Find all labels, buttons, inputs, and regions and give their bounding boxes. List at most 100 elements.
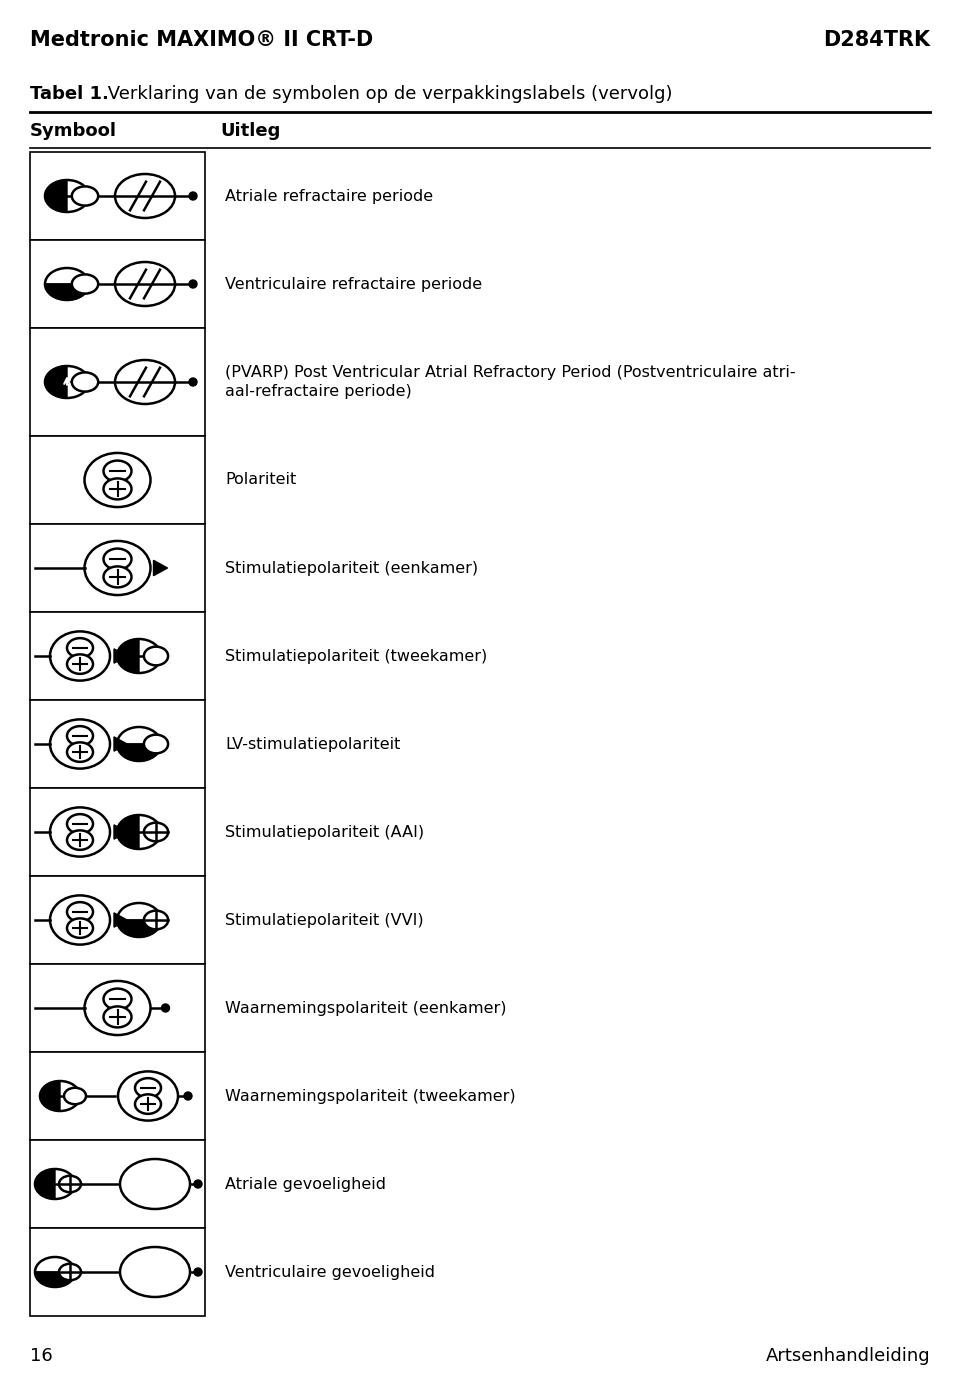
Text: D284TRK: D284TRK xyxy=(823,29,930,50)
Text: Atriale refractaire periode: Atriale refractaire periode xyxy=(225,189,433,203)
Bar xyxy=(30,1228,205,1316)
Polygon shape xyxy=(40,1081,60,1112)
Ellipse shape xyxy=(144,910,168,930)
Text: Tabel 1.: Tabel 1. xyxy=(30,85,108,104)
Polygon shape xyxy=(45,365,67,398)
Ellipse shape xyxy=(50,896,110,945)
Bar xyxy=(30,153,205,239)
Ellipse shape xyxy=(129,1165,181,1203)
Ellipse shape xyxy=(104,461,132,482)
Polygon shape xyxy=(114,736,127,752)
Text: Verklaring van de symbolen op de verpakkingslabels (vervolg): Verklaring van de symbolen op de verpakk… xyxy=(102,85,673,104)
Text: Medtronic MAXIMO® II CRT-D: Medtronic MAXIMO® II CRT-D xyxy=(30,29,373,50)
Bar xyxy=(30,700,205,788)
Ellipse shape xyxy=(84,981,151,1035)
Polygon shape xyxy=(154,560,167,575)
Ellipse shape xyxy=(67,654,93,673)
Ellipse shape xyxy=(59,1176,81,1193)
Bar xyxy=(30,239,205,328)
Text: 16: 16 xyxy=(30,1347,53,1365)
Polygon shape xyxy=(117,638,139,673)
Circle shape xyxy=(161,1004,170,1012)
Circle shape xyxy=(194,1268,202,1275)
Bar xyxy=(30,328,205,435)
Ellipse shape xyxy=(144,735,168,753)
Polygon shape xyxy=(117,743,161,762)
Text: Waarnemingspolariteit (tweekamer): Waarnemingspolariteit (tweekamer) xyxy=(225,1089,516,1103)
Ellipse shape xyxy=(104,1007,132,1028)
Polygon shape xyxy=(114,825,127,839)
Ellipse shape xyxy=(120,1247,190,1296)
Polygon shape xyxy=(117,815,139,848)
Ellipse shape xyxy=(104,549,132,570)
Ellipse shape xyxy=(50,808,110,857)
Ellipse shape xyxy=(50,720,110,769)
Bar xyxy=(30,1051,205,1140)
Polygon shape xyxy=(45,284,89,300)
Ellipse shape xyxy=(67,815,93,833)
Ellipse shape xyxy=(135,1095,161,1114)
Text: Stimulatiepolariteit (AAI): Stimulatiepolariteit (AAI) xyxy=(225,825,424,840)
Ellipse shape xyxy=(67,727,93,746)
Ellipse shape xyxy=(104,988,132,1009)
Ellipse shape xyxy=(67,918,93,938)
Bar xyxy=(30,524,205,612)
Ellipse shape xyxy=(84,540,151,595)
Text: Stimulatiepolariteit (eenkamer): Stimulatiepolariteit (eenkamer) xyxy=(225,560,478,575)
Text: Uitleg: Uitleg xyxy=(220,122,280,140)
Text: LV-stimulatiepolariteit: LV-stimulatiepolariteit xyxy=(225,736,400,752)
Text: Artsenhandleiding: Artsenhandleiding xyxy=(765,1347,930,1365)
Ellipse shape xyxy=(120,1159,190,1210)
Bar xyxy=(30,612,205,700)
Ellipse shape xyxy=(67,830,93,850)
Ellipse shape xyxy=(137,1172,173,1197)
Bar xyxy=(30,876,205,965)
Circle shape xyxy=(189,280,197,288)
Bar xyxy=(30,435,205,524)
Text: Stimulatiepolariteit (tweekamer): Stimulatiepolariteit (tweekamer) xyxy=(225,648,488,664)
Circle shape xyxy=(194,1180,202,1189)
Ellipse shape xyxy=(137,1260,173,1285)
Ellipse shape xyxy=(146,1266,164,1278)
Circle shape xyxy=(189,192,197,200)
Ellipse shape xyxy=(59,1264,81,1280)
Ellipse shape xyxy=(104,567,132,588)
Polygon shape xyxy=(114,648,127,664)
Ellipse shape xyxy=(72,186,98,206)
Ellipse shape xyxy=(146,1177,164,1190)
Text: Ventriculaire gevoeligheid: Ventriculaire gevoeligheid xyxy=(225,1264,435,1280)
Bar xyxy=(30,965,205,1051)
Polygon shape xyxy=(35,1273,75,1287)
Ellipse shape xyxy=(118,1071,178,1120)
Ellipse shape xyxy=(115,360,175,405)
Text: Stimulatiepolariteit (VVI): Stimulatiepolariteit (VVI) xyxy=(225,913,423,927)
Ellipse shape xyxy=(104,479,132,500)
Ellipse shape xyxy=(135,1078,161,1098)
Text: Polariteit: Polariteit xyxy=(225,473,297,487)
Ellipse shape xyxy=(50,631,110,680)
Polygon shape xyxy=(114,913,127,927)
Ellipse shape xyxy=(115,174,175,218)
Ellipse shape xyxy=(72,372,98,392)
Ellipse shape xyxy=(67,902,93,921)
Bar xyxy=(30,788,205,876)
Ellipse shape xyxy=(72,274,98,294)
Ellipse shape xyxy=(67,638,93,658)
Text: Atriale gevoeligheid: Atriale gevoeligheid xyxy=(225,1176,386,1191)
Text: Ventriculaire refractaire periode: Ventriculaire refractaire periode xyxy=(225,277,482,291)
Circle shape xyxy=(184,1092,192,1100)
Polygon shape xyxy=(35,1169,55,1198)
Ellipse shape xyxy=(67,742,93,762)
Polygon shape xyxy=(45,181,67,211)
Polygon shape xyxy=(117,920,161,937)
Circle shape xyxy=(189,378,197,386)
Text: (PVARP) Post Ventricular Atrial Refractory Period (Postventriculaire atri-
aal-r: (PVARP) Post Ventricular Atrial Refracto… xyxy=(225,364,796,399)
Ellipse shape xyxy=(144,823,168,841)
Text: Symbool: Symbool xyxy=(30,122,117,140)
Ellipse shape xyxy=(129,1253,181,1291)
Ellipse shape xyxy=(84,454,151,507)
Ellipse shape xyxy=(64,1088,86,1105)
Text: Waarnemingspolariteit (eenkamer): Waarnemingspolariteit (eenkamer) xyxy=(225,1001,507,1015)
Bar xyxy=(30,1140,205,1228)
Ellipse shape xyxy=(115,262,175,307)
